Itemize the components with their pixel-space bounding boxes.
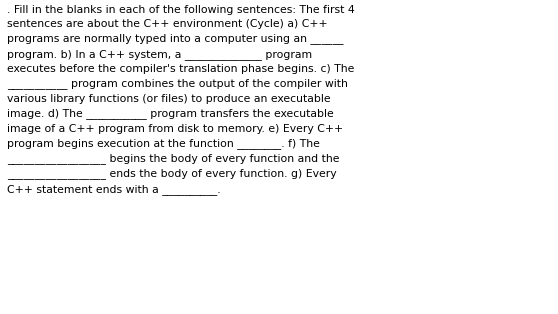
Text: . Fill in the blanks in each of the following sentences: The first 4
sentences a: . Fill in the blanks in each of the foll…	[7, 5, 354, 195]
